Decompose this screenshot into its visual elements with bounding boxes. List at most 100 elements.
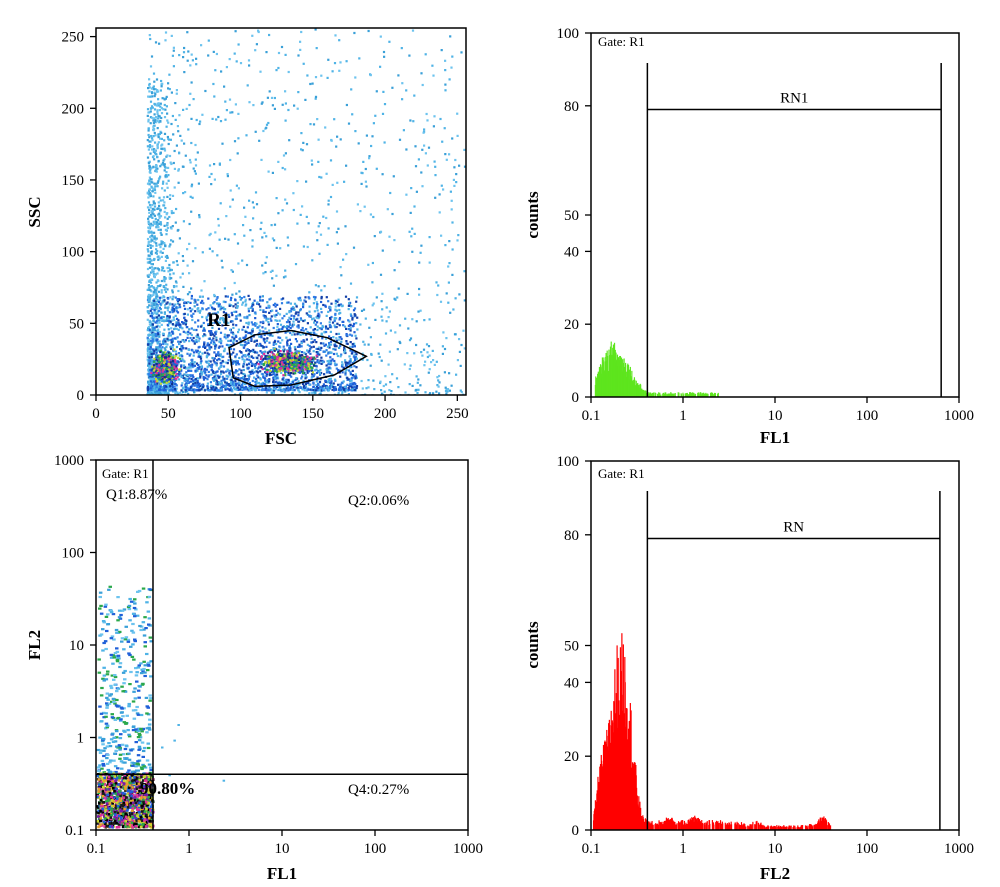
scatter-point bbox=[167, 333, 170, 337]
scatter-point bbox=[305, 180, 308, 183]
scatter-point bbox=[274, 385, 277, 389]
scatter-point bbox=[349, 371, 352, 374]
scatter-point bbox=[310, 376, 313, 379]
scatter-point bbox=[148, 371, 151, 374]
scatter-point bbox=[231, 198, 234, 201]
scatter-point bbox=[224, 381, 227, 384]
scatter-point bbox=[398, 138, 402, 141]
scatter-point bbox=[405, 148, 408, 151]
scatter-point bbox=[148, 328, 151, 332]
scatter-point bbox=[183, 142, 186, 145]
scatter-point bbox=[254, 322, 257, 325]
scatter-point bbox=[151, 116, 154, 119]
scatter-point bbox=[210, 386, 213, 389]
scatter-point bbox=[312, 388, 315, 392]
scatter-point bbox=[300, 318, 303, 321]
scatter-point bbox=[339, 311, 342, 314]
scatter-point bbox=[188, 158, 192, 162]
scatter-point bbox=[265, 319, 268, 322]
scatter-point bbox=[327, 389, 330, 392]
scatter-point bbox=[261, 299, 264, 302]
scatter-point bbox=[150, 185, 153, 188]
scatter-point bbox=[174, 327, 177, 330]
scatter-point bbox=[348, 320, 351, 323]
scatter-point bbox=[232, 341, 235, 344]
scatter-point bbox=[183, 312, 186, 315]
scatter-point bbox=[278, 313, 282, 316]
scatter-point bbox=[155, 384, 158, 387]
scatter-point bbox=[147, 341, 150, 344]
scatter-point bbox=[265, 123, 269, 126]
scatter-point bbox=[167, 179, 170, 182]
scatter-point bbox=[157, 255, 160, 258]
scatter-point bbox=[300, 148, 303, 151]
scatter-point bbox=[271, 391, 274, 395]
scatter-point bbox=[172, 390, 175, 393]
scatter-point bbox=[189, 380, 192, 383]
scatter-point bbox=[425, 343, 429, 346]
scatter-point bbox=[229, 339, 232, 342]
scatter-point bbox=[315, 341, 318, 344]
scatter-point bbox=[173, 348, 176, 351]
scatter-point bbox=[289, 310, 293, 313]
scatter-point bbox=[151, 378, 154, 381]
scatter-point bbox=[247, 323, 250, 326]
scatter-point bbox=[185, 347, 188, 350]
scatter-point bbox=[211, 356, 214, 360]
scatter-point bbox=[282, 276, 286, 279]
scatter-point bbox=[192, 380, 195, 383]
scatter-point bbox=[165, 389, 168, 392]
scatter-point bbox=[163, 132, 167, 135]
scatter-point bbox=[261, 345, 264, 348]
scatter-point bbox=[444, 389, 448, 392]
scatter-point bbox=[255, 370, 258, 373]
scatter-point bbox=[153, 289, 157, 292]
scatter-point bbox=[210, 387, 213, 390]
scatter-point bbox=[147, 220, 150, 223]
scatter-point bbox=[251, 201, 254, 204]
scatter-point bbox=[361, 358, 364, 361]
scatter-point bbox=[303, 340, 306, 343]
scatter-point bbox=[417, 378, 420, 381]
scatter-point bbox=[172, 304, 175, 307]
scatter-point bbox=[361, 172, 364, 175]
scatter-point bbox=[188, 366, 191, 369]
scatter-point bbox=[306, 330, 309, 334]
scatter-point bbox=[295, 377, 298, 380]
scatter-point bbox=[237, 43, 240, 46]
scatter-point bbox=[302, 303, 305, 306]
scatter-point bbox=[166, 301, 169, 304]
scatter-point bbox=[455, 173, 458, 176]
scatter-point bbox=[149, 285, 152, 288]
scatter-point bbox=[193, 361, 196, 364]
scatter-point bbox=[294, 338, 297, 341]
scatter-point bbox=[265, 306, 268, 309]
scatter-point bbox=[329, 340, 333, 343]
scatter-point bbox=[314, 28, 317, 31]
scatter-point bbox=[178, 370, 181, 373]
scatter-point bbox=[214, 331, 217, 334]
scatter-point bbox=[313, 391, 316, 394]
scatter-point bbox=[289, 331, 292, 335]
scatter-point bbox=[345, 368, 348, 371]
scatter-point bbox=[230, 376, 233, 379]
scatter-point bbox=[256, 302, 259, 305]
scatter-point bbox=[302, 245, 305, 248]
scatter-point bbox=[189, 64, 192, 67]
scatter-point bbox=[218, 358, 222, 361]
scatter-point bbox=[299, 296, 302, 299]
scatter-point bbox=[318, 362, 321, 365]
scatter-point bbox=[348, 388, 351, 391]
scatter-point bbox=[281, 209, 284, 212]
scatter-point bbox=[258, 139, 261, 142]
scatter-point bbox=[208, 348, 211, 351]
scatter-point bbox=[148, 367, 151, 370]
scatter-point bbox=[174, 355, 177, 358]
scatter-point bbox=[355, 300, 358, 303]
scatter-point bbox=[353, 381, 356, 385]
scatter-point bbox=[191, 360, 194, 364]
scatter-point bbox=[350, 305, 353, 308]
scatter-point bbox=[147, 230, 150, 233]
scatter-point bbox=[175, 353, 178, 356]
scatter-point bbox=[205, 317, 208, 320]
